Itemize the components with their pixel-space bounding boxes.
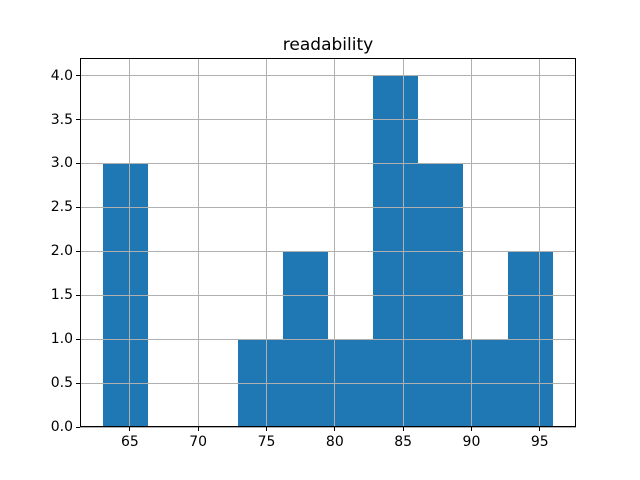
y-tick-mark (76, 294, 80, 296)
grid-line (80, 75, 576, 77)
grid-line (80, 338, 576, 340)
grid-line (197, 58, 199, 427)
x-tick-mark (266, 427, 267, 431)
x-tick-label: 90 (462, 434, 481, 450)
y-tick-label: 0.0 (50, 419, 73, 435)
grid-line (80, 382, 576, 384)
grid-line (80, 426, 576, 428)
x-tick-mark (334, 427, 336, 431)
x-tick-mark (129, 427, 131, 431)
y-tick-label: 2.0 (50, 243, 73, 260)
grid-line (80, 119, 576, 120)
grid-line (334, 58, 336, 427)
x-tick-label: 85 (394, 434, 413, 450)
grid-line (80, 250, 576, 252)
y-tick-mark (76, 206, 80, 208)
grid-line (80, 294, 576, 296)
grid-line (266, 58, 267, 427)
chart-title: readability (282, 35, 374, 55)
x-tick-mark (539, 427, 541, 431)
x-tick-label: 95 (530, 434, 549, 450)
grid-line (402, 58, 404, 427)
x-tick-label: 70 (189, 434, 208, 450)
y-tick-label: 0.5 (50, 375, 73, 392)
y-tick-mark (76, 426, 80, 428)
y-tick-label: 3.0 (50, 155, 73, 172)
x-tick-mark (197, 427, 199, 431)
y-tick-mark (76, 75, 80, 77)
x-tick-mark (470, 427, 472, 431)
grid-line (80, 206, 576, 208)
y-tick-label: 1.5 (50, 287, 73, 304)
y-tick-label: 4.0 (50, 67, 73, 84)
y-tick-label: 2.5 (50, 199, 73, 216)
grid-line (539, 58, 541, 427)
y-tick-label: 1.0 (50, 331, 73, 348)
plot-area: 65 70 75 80 85 90 95 0.0 0.5 1.0 1.5 2.0 2.5 3.0 3.5 4.… (51, 58, 576, 450)
y-tick-mark (76, 119, 80, 120)
x-tick-mark (402, 427, 404, 431)
y-tick-mark (76, 382, 80, 384)
x-tick-label: 80 (325, 434, 344, 450)
grid-line (80, 162, 576, 164)
y-tick-mark (76, 338, 80, 340)
grid-line (470, 58, 472, 427)
y-tick-mark (76, 250, 80, 252)
grid-line (129, 58, 131, 427)
x-tick-label: 75 (257, 434, 276, 450)
y-tick-mark (76, 162, 80, 164)
x-tick-label: 65 (120, 434, 139, 450)
y-tick-label: 3.5 (50, 111, 73, 128)
